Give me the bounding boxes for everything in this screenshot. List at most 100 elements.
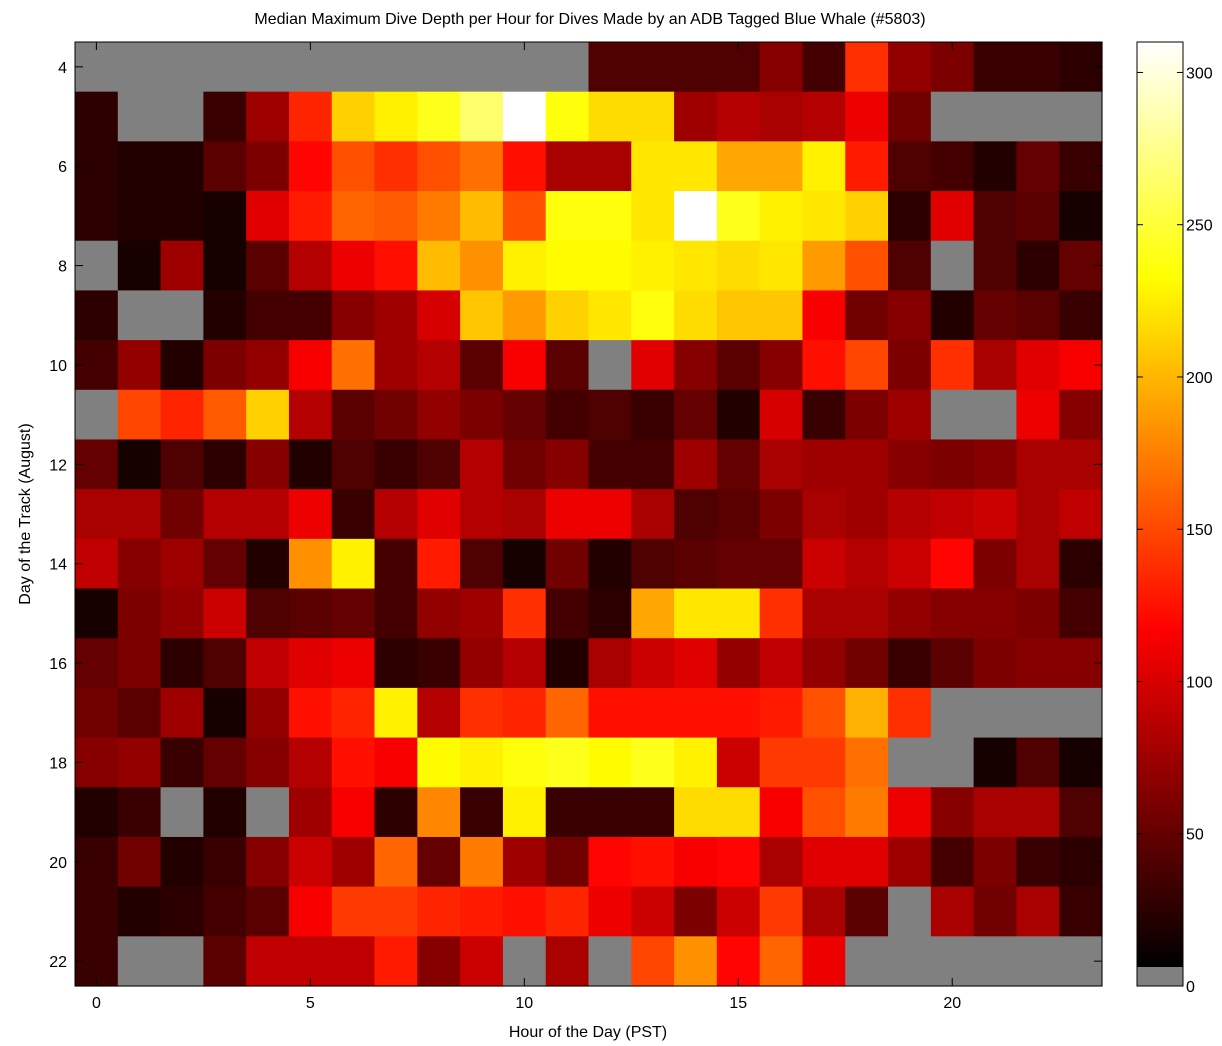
heatmap-cell [1016, 290, 1060, 341]
heatmap-cell [502, 141, 547, 192]
heatmap-cell [674, 439, 718, 490]
heatmap-cell [845, 389, 889, 441]
heatmap-cell [759, 836, 804, 888]
heatmap-cell [502, 638, 547, 689]
y-tick-label: 4 [58, 60, 67, 77]
heatmap-cell [246, 191, 290, 242]
colorbar-tick-label: 250 [1186, 218, 1213, 235]
heatmap-cell [288, 91, 333, 142]
heatmap-cell [502, 489, 547, 540]
heatmap-cell [288, 737, 333, 788]
heatmap-cell [203, 340, 247, 391]
colorbar-no-data-swatch [1137, 967, 1183, 986]
heatmap-cell [888, 340, 932, 391]
heatmap-cell [288, 787, 333, 838]
heatmap-cell [845, 538, 889, 590]
heatmap-cell [1059, 787, 1103, 838]
heatmap-cell [973, 141, 1018, 192]
x-axis: 0 5 10 15 20 [92, 42, 961, 1012]
heatmap-cell [246, 588, 290, 639]
heatmap-cell [374, 42, 418, 93]
heatmap-cell [588, 836, 632, 888]
heatmap-cell [716, 638, 761, 689]
heatmap-cell [588, 737, 632, 788]
heatmap-cell [930, 191, 975, 242]
heatmap-cell [460, 141, 504, 192]
x-tick-label: 15 [729, 995, 747, 1012]
heatmap-cell [288, 340, 333, 391]
heatmap-cell [674, 141, 718, 192]
heatmap-cell [331, 687, 376, 739]
heatmap-cell [716, 538, 761, 590]
heatmap-cell [288, 638, 333, 689]
heatmap-cell [160, 886, 204, 937]
heatmap-cell [246, 836, 290, 888]
heatmap-cell [973, 240, 1018, 292]
heatmap-cell [930, 489, 975, 540]
heatmap-cell [973, 191, 1018, 242]
heatmap-cell [203, 42, 247, 93]
heatmap-cell [545, 886, 590, 937]
heatmap-cell [545, 538, 590, 590]
heatmap-cell [674, 489, 718, 540]
heatmap-cell [631, 489, 675, 540]
heatmap-cell [288, 191, 333, 242]
heatmap-cell [460, 538, 504, 590]
heatmap-cell [417, 787, 461, 838]
heatmap-cell [246, 290, 290, 341]
heatmap-cell [759, 191, 804, 242]
heatmap-cell [631, 240, 675, 292]
heatmap-cell [674, 886, 718, 937]
heatmap-cell [160, 588, 204, 639]
heatmap-cell [545, 737, 590, 788]
heatmap-cell [631, 141, 675, 192]
heatmap-cell [930, 290, 975, 341]
heatmap-cell [374, 290, 418, 341]
heatmap-cell [460, 439, 504, 490]
heatmap-cell [845, 737, 889, 788]
heatmap-cell [716, 141, 761, 192]
heatmap-cell [502, 737, 547, 788]
heatmap-cell [888, 141, 932, 192]
heatmap-cell [802, 737, 846, 788]
heatmap-cell [331, 191, 376, 242]
heatmap-cell [888, 240, 932, 292]
heatmap-cell [246, 240, 290, 292]
heatmap-cell [460, 91, 504, 142]
heatmap-cell [374, 787, 418, 838]
heatmap-cell [288, 42, 333, 93]
heatmap-cell [117, 489, 162, 540]
x-tick-label: 0 [92, 995, 101, 1012]
heatmap-cell [759, 439, 804, 490]
heatmap-cell [588, 588, 632, 639]
heatmap-cell [246, 439, 290, 490]
heatmap-cell [160, 389, 204, 441]
heatmap-cell [631, 638, 675, 689]
heatmap-cell [1016, 389, 1060, 441]
heatmap-cell [246, 787, 290, 838]
heatmap-cell [588, 191, 632, 242]
heatmap-cell [845, 836, 889, 888]
heatmap-cell [460, 42, 504, 93]
heatmap-cell [545, 836, 590, 888]
heatmap-cell [374, 588, 418, 639]
heatmap-cell [588, 787, 632, 838]
heatmap-cell [203, 439, 247, 490]
colorbar-tick-label: 300 [1186, 65, 1213, 82]
heatmap-cell [1059, 290, 1103, 341]
heatmap-cell [845, 886, 889, 937]
heatmap-cell [1016, 787, 1060, 838]
heatmap-cell [973, 42, 1018, 93]
heatmap-cell [930, 787, 975, 838]
heatmap-cell [246, 91, 290, 142]
heatmap-cell [460, 886, 504, 937]
heatmap-cell [545, 936, 590, 987]
heatmap-cell [888, 787, 932, 838]
heatmap-cell [460, 787, 504, 838]
heatmap-cell [374, 91, 418, 142]
heatmap-cell [588, 240, 632, 292]
plot-frame [74, 41, 1103, 987]
heatmap-cell [1059, 687, 1103, 739]
heatmap-cell [973, 538, 1018, 590]
heatmap-cell [1016, 240, 1060, 292]
